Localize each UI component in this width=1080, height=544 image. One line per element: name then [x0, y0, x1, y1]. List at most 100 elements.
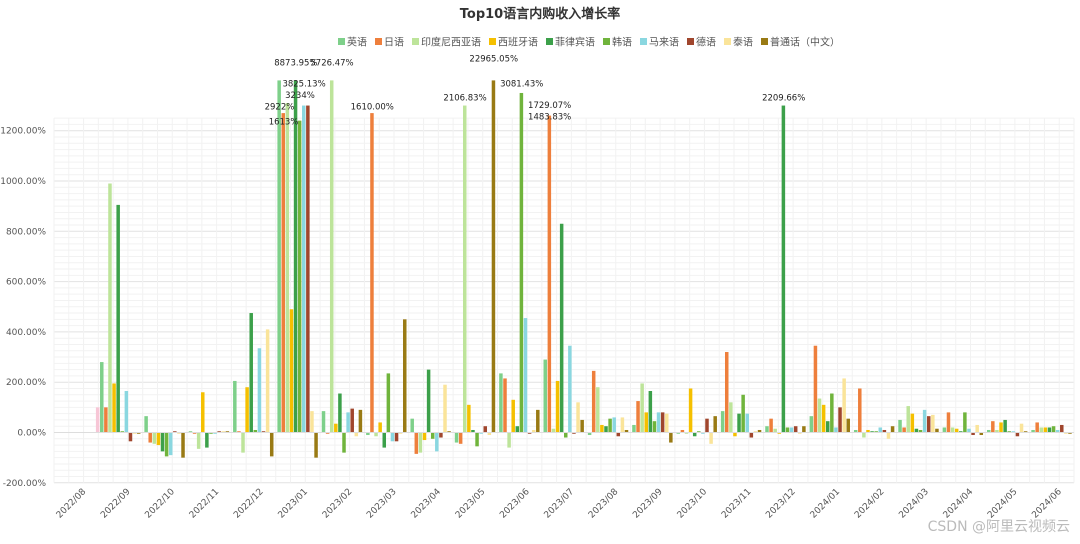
bar-2023/11-普通话（中文） — [757, 429, 762, 433]
bar-2023/10-普通话（中文） — [713, 416, 717, 433]
bar-2022/11-普通话（中文） — [225, 431, 230, 433]
bar-2024/01-普通话（中文） — [846, 418, 850, 433]
bar-2023/01-印度尼西亚语 — [285, 103, 290, 433]
bar-2023/09-马来语 — [656, 412, 661, 433]
bar-2023/12-德语 — [793, 426, 798, 433]
legend-swatch-6 — [640, 38, 647, 45]
bar-2023/10-西班牙语 — [688, 388, 693, 433]
bar-2023/10-印度尼西亚语 — [684, 432, 689, 434]
bar-2023/08-日语 — [591, 370, 596, 433]
bar-2023/10-泰语 — [709, 432, 713, 444]
bar-2024/06-韩语 — [1051, 426, 1056, 433]
bar-2023/05-西班牙语 — [467, 404, 471, 433]
bar-2022/10-韩语 — [164, 432, 169, 457]
bar-2023/12-印度尼西亚语 — [773, 428, 777, 433]
bar-2024/03-英语 — [898, 419, 902, 433]
bar-2023/02-英语 — [321, 411, 326, 433]
bar-2023/02-韩语 — [342, 432, 346, 453]
bar-2024/02-普通话（中文） — [890, 426, 895, 433]
legend-swatch-8 — [724, 38, 731, 45]
bar-2022/12-菲律宾语 — [249, 313, 253, 433]
bars — [95, 80, 1072, 458]
bar-2023/08-普通话（中文） — [624, 429, 629, 433]
bar-2023/04-马来语 — [435, 432, 439, 452]
bar-2024/02-德语 — [882, 429, 887, 433]
bar-2022/09-西班牙语 — [112, 383, 116, 433]
bar-2024/01-日语 — [813, 345, 818, 433]
bar-2023/01-英语 — [277, 80, 281, 433]
bar-2023/07-泰语 — [576, 402, 580, 433]
bar-2024/05-德语 — [1015, 432, 1020, 437]
bar-2022/11-菲律宾语 — [205, 432, 209, 448]
legend-label-9: 普通话（中文） — [770, 36, 840, 49]
bar-2023/09-英语 — [632, 424, 636, 433]
bar-2023/08-英语 — [587, 432, 592, 436]
bar-2023/11-日语 — [724, 352, 729, 433]
legend-swatch-3 — [489, 38, 496, 45]
bar-2024/03-菲律宾语 — [914, 428, 919, 433]
bar-2023/10-韩语 — [697, 431, 701, 433]
bar-2023/12-日语 — [769, 418, 773, 433]
y-tick-label: 200.00% — [6, 378, 46, 388]
bar-2022/09-德语 — [128, 432, 133, 442]
data-label: 1613% — [269, 117, 299, 127]
bar-2023/09-德语 — [660, 412, 665, 433]
bar-2024/04-印度尼西亚语 — [950, 427, 955, 433]
bar-2022/09-普通话（中文） — [136, 432, 141, 434]
bar-2023/10-菲律宾语 — [692, 432, 697, 437]
bar-2023/06-普通话（中文） — [536, 409, 540, 433]
bar-2023/11-马来语 — [745, 413, 749, 433]
bar-2022/10-西班牙语 — [156, 432, 161, 446]
bar-2022/12-日语 — [237, 431, 241, 433]
bar-2024/06-德语 — [1060, 424, 1064, 433]
bar-2023/05-普通话（中文） — [491, 80, 496, 433]
bar-2024/02-马来语 — [878, 427, 883, 433]
legend-swatch-9 — [761, 38, 768, 45]
bar-2024/05-日语 — [991, 421, 995, 433]
y-axis: -200.00% 0.00% 200.00% 400.00% 600.00% 800.00… — [0, 127, 1074, 489]
bar-2023/06-韩语 — [519, 92, 524, 433]
bar-2024/05-菲律宾语 — [1003, 419, 1007, 433]
chart-title: Top10语言内购收入增长率 — [460, 6, 620, 22]
bar-2023/03-韩语 — [386, 373, 391, 433]
bar-2022/10-日语 — [148, 432, 152, 443]
bar-2023/01-德语 — [306, 105, 310, 433]
bar-2022/09-韩语 — [120, 431, 125, 433]
bar-2023/07-菲律宾语 — [559, 223, 564, 433]
bar-2023/07-西班牙语 — [555, 380, 560, 433]
bar-2023/01-韩语 — [297, 120, 302, 433]
bar-2024/05-泰语 — [1019, 423, 1024, 433]
bar-2022/11-日语 — [192, 432, 197, 434]
bar-2023/01-泰语 — [310, 411, 314, 433]
bar-2022/12-马来语 — [257, 348, 262, 433]
bar-2023/07-英语 — [543, 359, 547, 433]
bar-2023/05-德语 — [483, 426, 488, 433]
legend-label-8: 泰语 — [733, 36, 753, 49]
legend-label-7: 德语 — [696, 36, 716, 49]
bar-2023/05-英语 — [454, 432, 459, 443]
bar-2023/04-西班牙语 — [422, 432, 427, 441]
bar-2024/04-普通话（中文） — [979, 432, 984, 436]
bar-2022/11-西班牙语 — [201, 392, 205, 433]
grid — [53, 117, 1075, 484]
bar-extra-2022/09 — [95, 407, 100, 433]
bar-2023/01-西班牙语 — [289, 309, 294, 433]
bar-2023/03-菲律宾语 — [382, 432, 387, 448]
bar-2023/08-菲律宾语 — [604, 426, 608, 433]
bar-2024/02-日语 — [858, 388, 862, 433]
data-label: 1610.00% — [351, 102, 394, 112]
legend-swatch-4 — [546, 38, 553, 45]
watermark: CSDN @阿里云视频云 — [928, 519, 1070, 535]
legend: 英语 日语 印度尼西亚语 西班牙语 菲律宾语 韩语 马来语 德语 泰语 普通话（中文） — [338, 36, 840, 49]
bar-2023/10-德语 — [705, 418, 709, 433]
legend-label-0: 英语 — [347, 36, 367, 49]
bar-2023/02-马来语 — [346, 412, 350, 433]
bar-2024/01-马来语 — [834, 427, 838, 433]
bar-2023/12-韩语 — [785, 427, 790, 433]
bar-2022/11-马来语 — [213, 432, 217, 434]
bar-2023/02-泰语 — [354, 432, 359, 437]
bar-2023/10-马来语 — [701, 432, 705, 434]
bar-2023/03-英语 — [366, 432, 370, 436]
bar-2022/09-日语 — [104, 407, 108, 433]
legend-label-3: 西班牙语 — [498, 37, 538, 49]
